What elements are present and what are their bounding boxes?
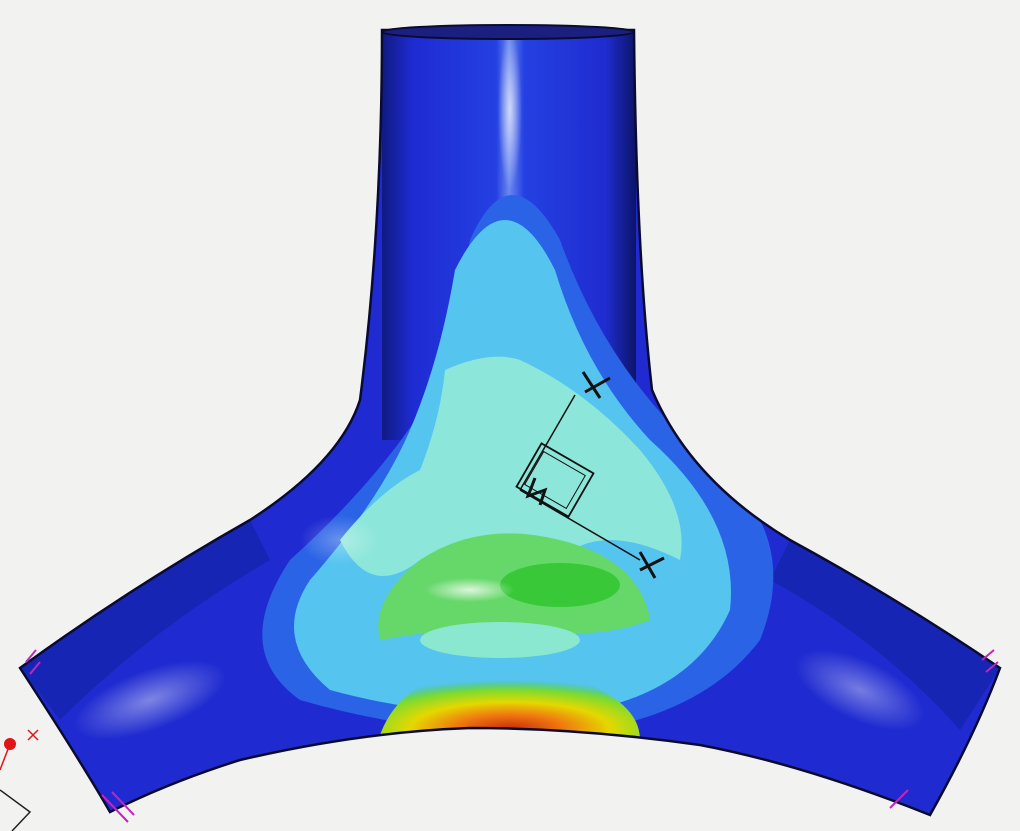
pipe-outline [18,28,1002,817]
pipe-top-opening [381,24,635,40]
contour-band-midhigh [340,356,682,576]
lightning-icon [525,477,548,506]
section-cut-marker-icon[interactable] [515,371,665,579]
branch-cut-markers [25,649,999,823]
contour-peak-region [380,669,640,740]
coordinate-triad-icon[interactable] [0,729,39,831]
